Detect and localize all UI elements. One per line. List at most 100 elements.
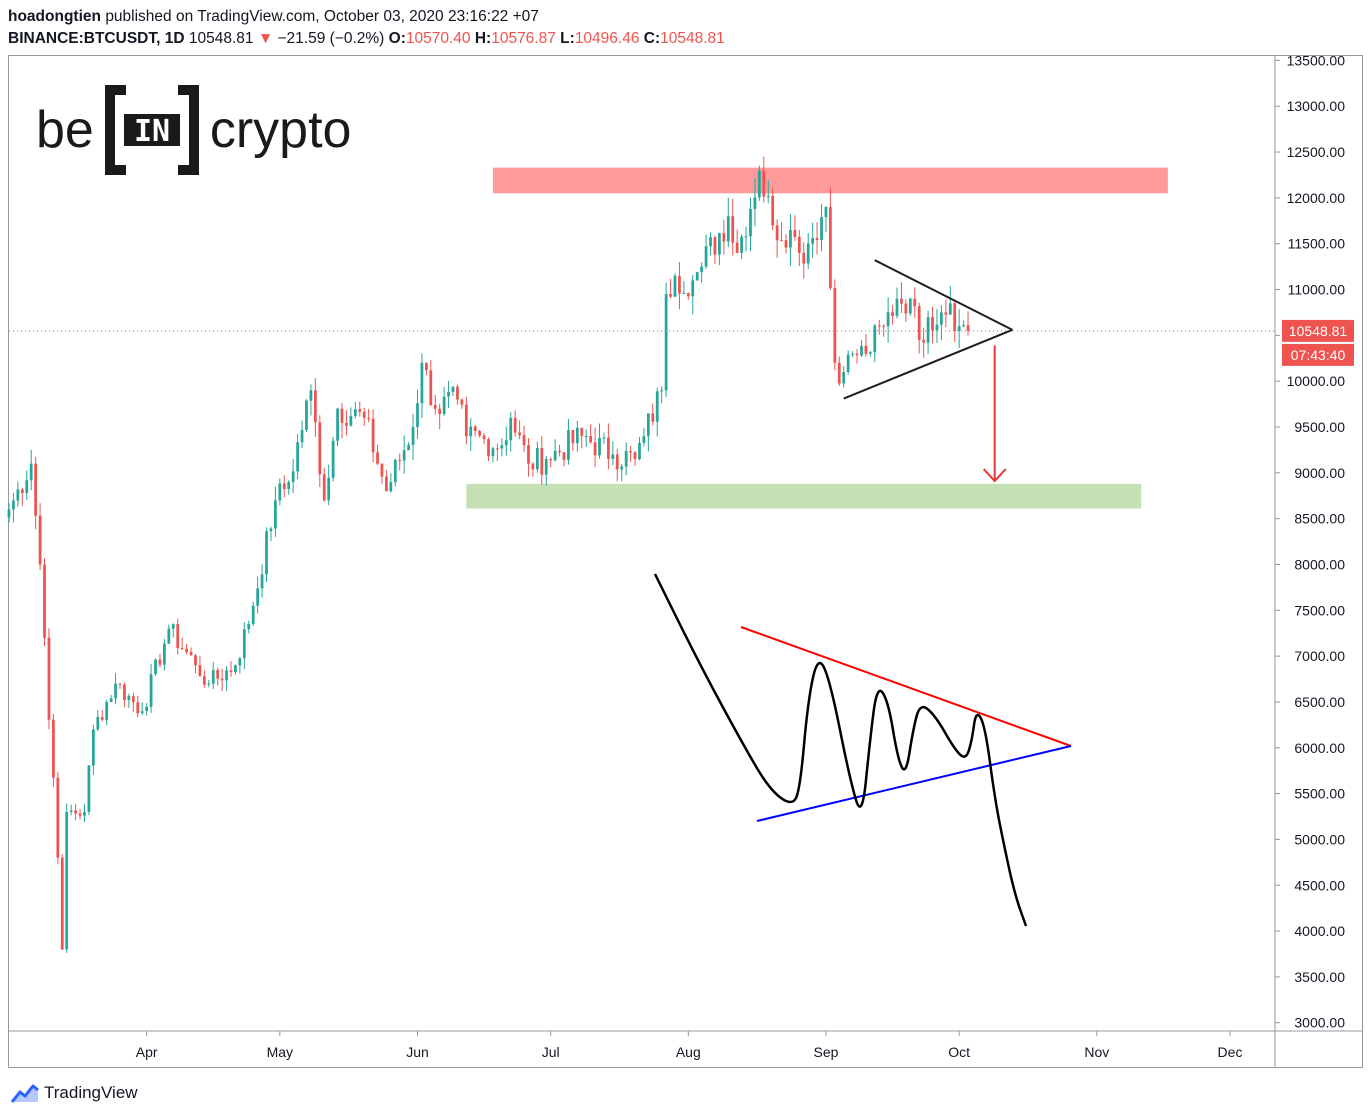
- candle-body: [682, 292, 686, 294]
- candle-body: [353, 409, 357, 416]
- candle-body: [602, 437, 606, 439]
- y-tick-label: 5000.00: [1294, 831, 1345, 847]
- candle-body: [420, 362, 424, 404]
- y-tick-label: 10000.00: [1287, 373, 1346, 389]
- candle-body: [895, 298, 899, 316]
- y-tick-label: 13000.00: [1287, 98, 1346, 114]
- candle-body: [740, 236, 743, 253]
- illustration-price-curve: [653, 573, 1028, 927]
- candle-body: [553, 450, 557, 461]
- candle-body: [806, 243, 810, 264]
- candle-body: [180, 647, 184, 649]
- candle-body: [593, 442, 597, 456]
- candle-body: [473, 426, 477, 432]
- candle-body: [695, 272, 699, 281]
- candle-body: [797, 236, 801, 253]
- candle-body: [65, 811, 69, 950]
- candle-body: [60, 857, 64, 950]
- candle-body: [327, 477, 331, 501]
- candle-body: [136, 702, 140, 714]
- candle-body: [460, 399, 464, 405]
- tradingview-brand-text: TradingView: [44, 1083, 138, 1102]
- candle-body: [518, 432, 521, 436]
- candle-body: [447, 391, 450, 397]
- candle-body: [358, 409, 362, 412]
- candle-body: [198, 665, 202, 677]
- candle-body: [313, 390, 317, 423]
- candle-body: [194, 655, 197, 666]
- candle-body: [47, 637, 51, 720]
- candle-body: [29, 463, 33, 481]
- candle-body: [842, 372, 846, 384]
- candle-body: [336, 408, 339, 441]
- candle-body: [908, 298, 912, 314]
- candle-body: [56, 777, 60, 858]
- x-tick-label: Jun: [406, 1044, 429, 1060]
- candle-body: [118, 683, 122, 685]
- candle-body: [957, 326, 961, 331]
- candle-body: [225, 670, 228, 681]
- candle-body: [509, 417, 513, 441]
- candle-body: [202, 676, 206, 685]
- candle-body: [775, 225, 779, 241]
- candle-body: [287, 481, 291, 489]
- candle-body: [833, 287, 837, 363]
- candle-body: [829, 207, 832, 288]
- candle-body: [611, 454, 615, 459]
- candle-body: [615, 454, 619, 470]
- candle-body: [25, 480, 29, 493]
- candle-body: [300, 429, 304, 443]
- candle-body: [580, 427, 584, 437]
- high-value: 10576.87: [491, 30, 556, 47]
- triangle-lower-trendline[interactable]: [843, 328, 1013, 400]
- candle-body: [105, 701, 109, 720]
- author-name[interactable]: hoadongtien: [8, 8, 101, 25]
- candle-body: [744, 236, 748, 238]
- candle-body: [926, 317, 930, 343]
- support-zone[interactable]: [466, 483, 1142, 509]
- candle-body: [376, 452, 379, 464]
- candle-body: [442, 396, 446, 414]
- candle-body: [651, 413, 655, 422]
- candle-body: [127, 696, 131, 701]
- candle-body: [7, 509, 11, 518]
- candle-body: [260, 574, 264, 589]
- candle-body: [864, 345, 868, 354]
- candle-body: [145, 706, 149, 712]
- zones-layer: [466, 167, 1168, 509]
- footer-brand[interactable]: TradingView: [10, 1082, 138, 1104]
- candle-body: [114, 683, 117, 699]
- candle-body: [345, 422, 348, 426]
- candle-body: [20, 489, 24, 493]
- candle-body: [904, 303, 908, 314]
- candle-body: [882, 325, 886, 327]
- candle-body: [131, 696, 135, 703]
- candle-body: [16, 489, 20, 501]
- price-axis[interactable]: 13500.00 13000.00 12500.00 12000.00 11500.00…: [1275, 52, 1346, 1031]
- chart-frame[interactable]: [8, 55, 1363, 1068]
- candle-body: [362, 411, 366, 418]
- triangle-upper-trendline[interactable]: [874, 259, 1013, 331]
- candle-body: [340, 408, 344, 423]
- candle-body: [789, 229, 792, 248]
- close-value: 10548.81: [660, 30, 725, 47]
- candle-body: [549, 459, 553, 461]
- candle-body: [913, 298, 917, 307]
- candle-body: [953, 303, 957, 331]
- candle-body: [766, 195, 770, 197]
- candle-body: [678, 275, 681, 294]
- low-label: L:: [560, 30, 575, 47]
- candle-body: [478, 431, 482, 436]
- candle-body: [291, 471, 295, 482]
- time-axis[interactable]: Apr May Jun Jul Aug Sep Oct Nov Dec: [136, 1031, 1243, 1060]
- illustration-upper-line: [740, 626, 1072, 747]
- logo-text-crypto: crypto: [209, 101, 352, 159]
- candle-body: [877, 325, 881, 327]
- candle-body: [948, 303, 952, 315]
- quote-line: BINANCE:BTCUSDT, 1D 10548.81 ▼ −21.59 (−…: [8, 28, 725, 50]
- candle-body: [469, 426, 473, 437]
- candle-body: [154, 659, 157, 675]
- candle-body: [100, 717, 104, 720]
- candle-body: [456, 386, 459, 400]
